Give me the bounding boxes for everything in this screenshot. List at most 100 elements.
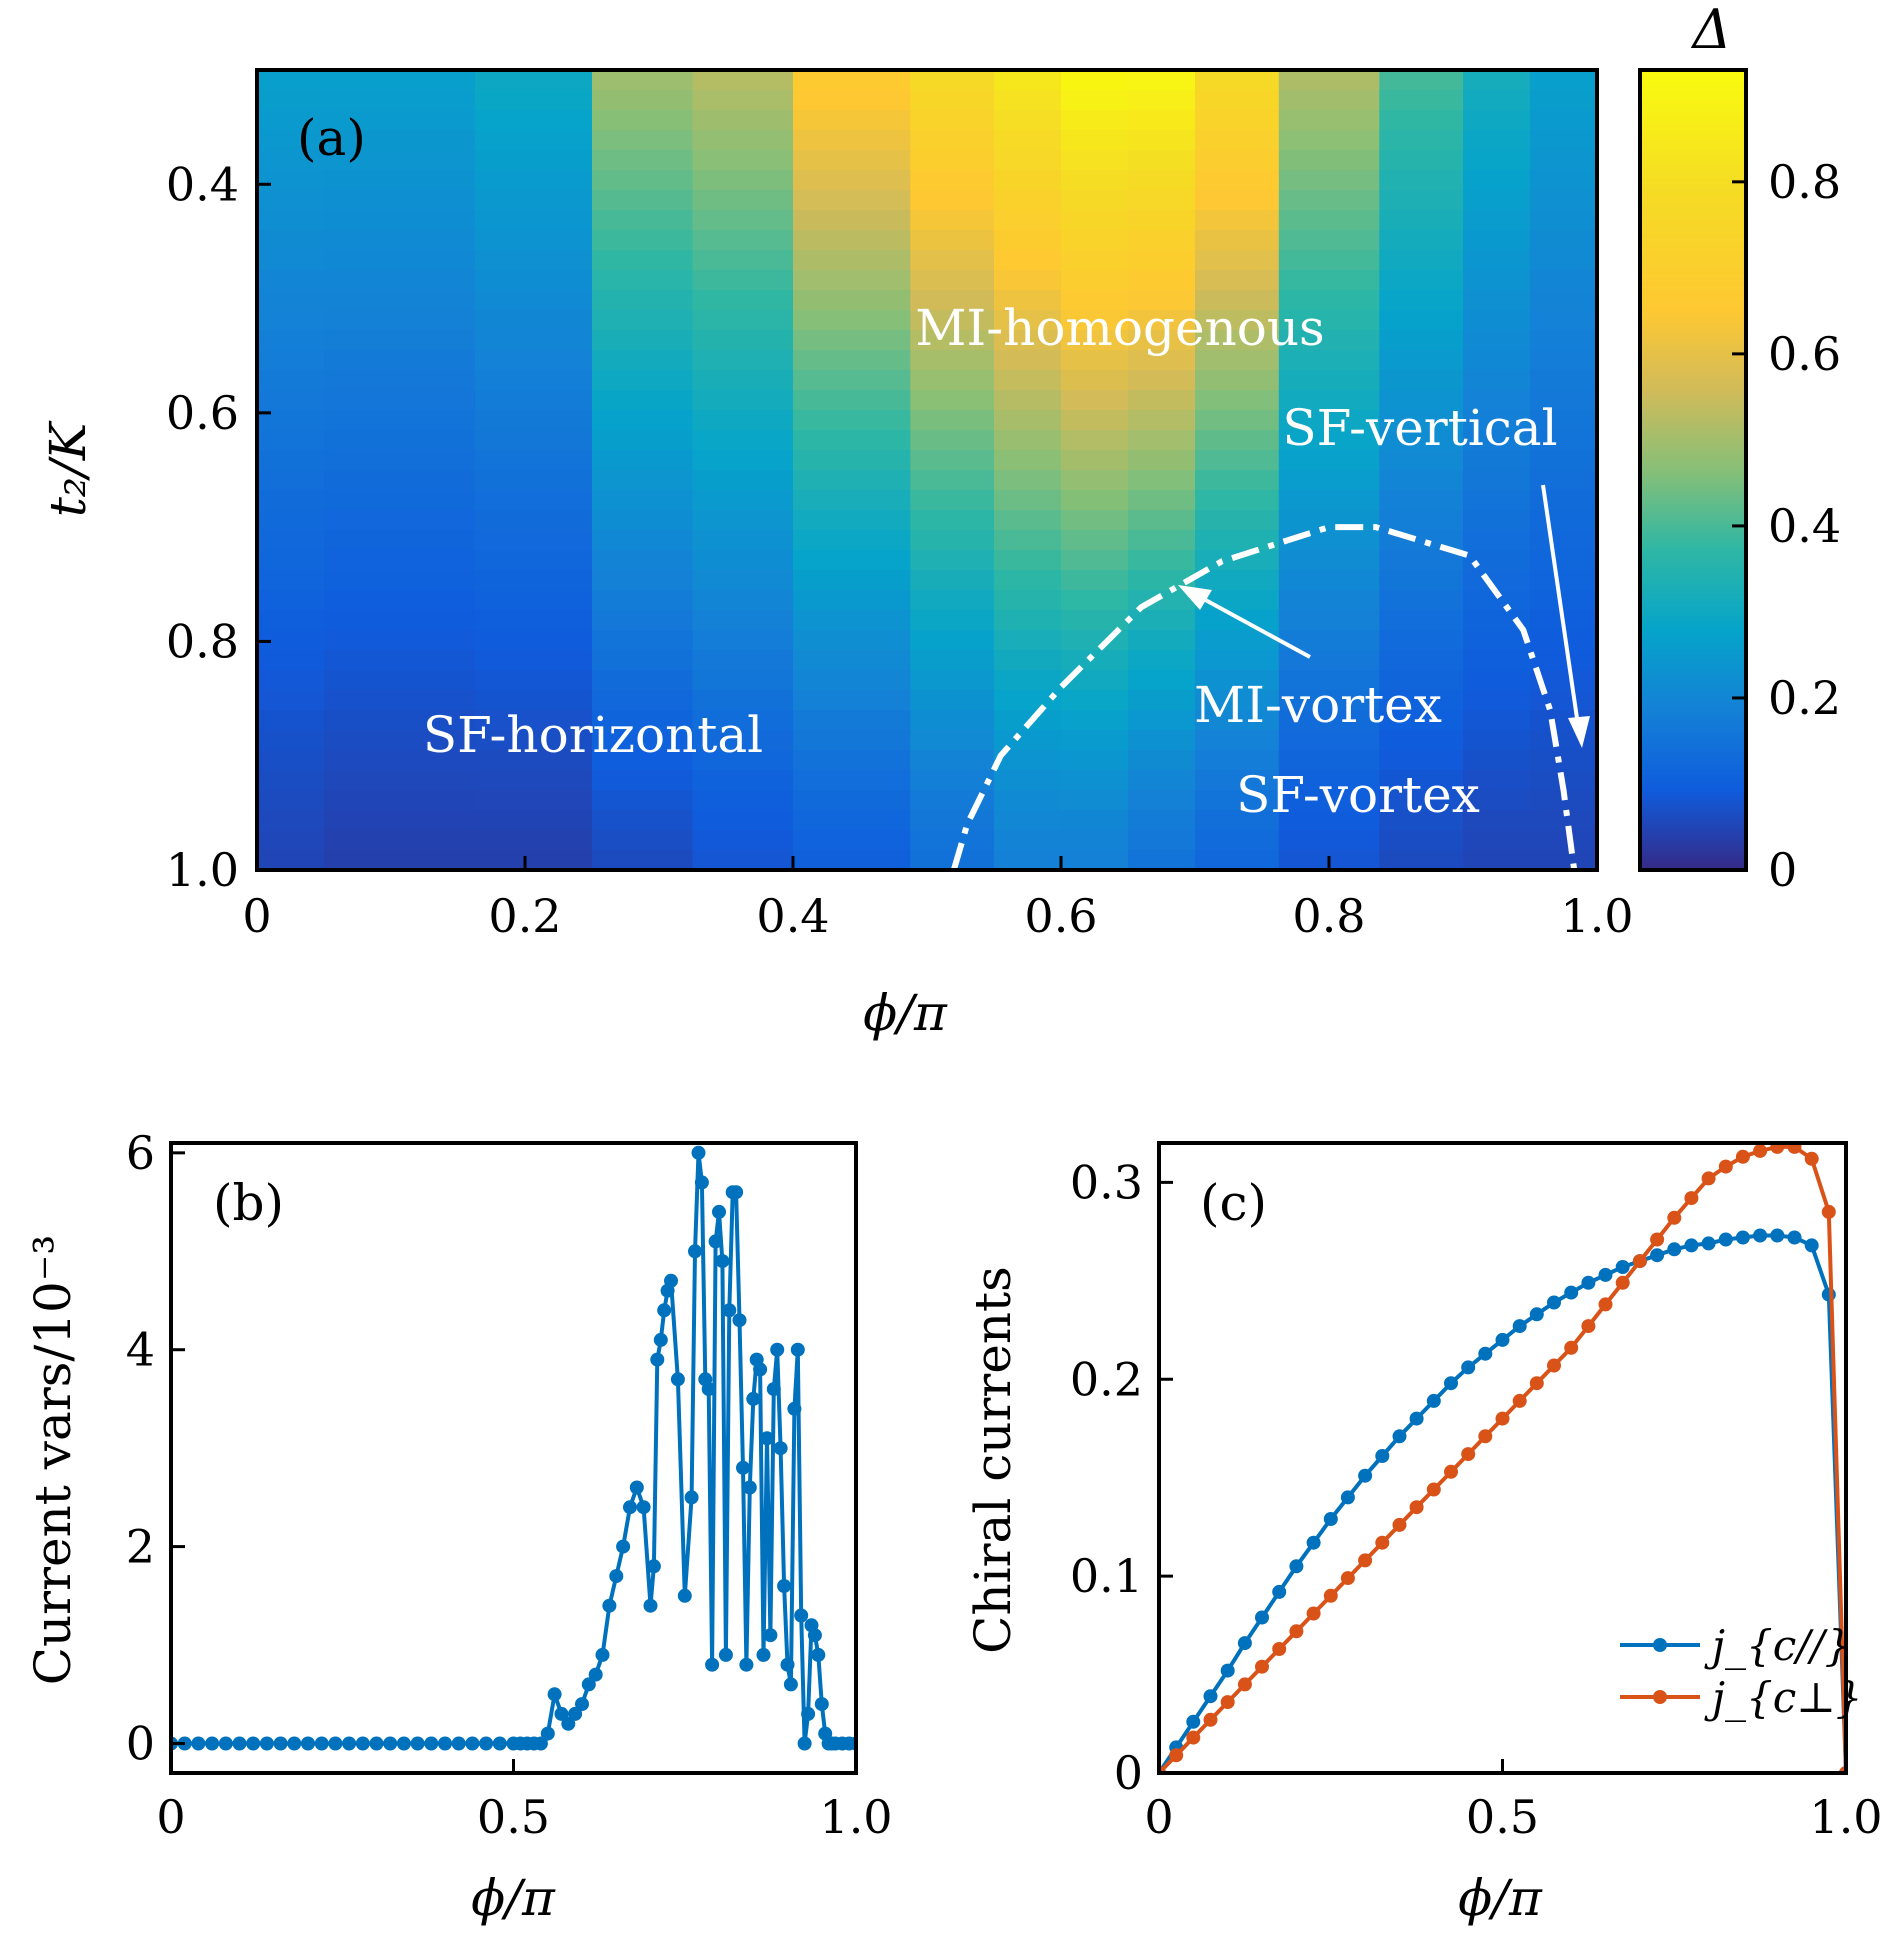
heatmap-cell (391, 630, 476, 651)
heatmap-cell (692, 610, 794, 631)
heatmap-cell (1128, 470, 1196, 491)
heatmap-cell (793, 270, 912, 291)
heatmap-cell (692, 650, 794, 671)
y-tick-label-c: 0 (1114, 1746, 1143, 1800)
heatmap-cell (1195, 70, 1280, 91)
heatmap-cell (994, 370, 1062, 391)
b-data-point (708, 1234, 723, 1249)
b-data-point (650, 1352, 665, 1367)
heatmap-cell (1463, 850, 1531, 870)
heatmap-cell (910, 730, 995, 751)
heatmap-cell (793, 710, 912, 731)
heatmap-cell (1530, 410, 1597, 431)
c-data-point (1684, 1191, 1699, 1206)
b-data-point (787, 1401, 802, 1416)
heatmap-cell (592, 270, 694, 291)
c-data-point (1512, 1393, 1527, 1408)
heatmap-cell (1463, 210, 1531, 231)
heatmap-cell (1530, 90, 1597, 111)
heatmap-cell (793, 450, 912, 471)
heatmap-cell (1278, 310, 1381, 331)
heatmap-cell (1061, 130, 1129, 151)
heatmap-cell (257, 290, 325, 311)
heatmap-cell (391, 410, 476, 431)
heatmap-cell (994, 290, 1062, 311)
heatmap-cell (793, 510, 912, 531)
heatmap-cell (1128, 190, 1196, 211)
heatmap-cell (1061, 90, 1129, 111)
c-data-point (1203, 1712, 1218, 1727)
heatmap-cell (1195, 250, 1280, 271)
b-data-point (547, 1687, 562, 1702)
heatmap-cell (257, 830, 325, 851)
y-tick-label-a: 0.4 (166, 157, 239, 211)
heatmap-cell (1463, 350, 1531, 371)
heatmap-cell (1463, 90, 1531, 111)
heatmap-cell (592, 350, 694, 371)
heatmap-cell (474, 430, 593, 451)
heatmap-cell (1530, 650, 1597, 671)
heatmap-cell (1379, 250, 1464, 271)
heatmap-cell (592, 630, 694, 651)
heatmap-cell (1278, 690, 1381, 711)
heatmap-cell (257, 850, 325, 870)
heatmap-cell (1463, 530, 1531, 551)
heatmap-cell (592, 590, 694, 611)
heatmap-cell (692, 230, 794, 251)
heatmap-cell (1061, 190, 1129, 211)
heatmap-cell (994, 430, 1062, 451)
heatmap-cell (692, 430, 794, 451)
heatmap-cell (793, 810, 912, 831)
heatmap-cell (994, 490, 1062, 511)
x-tick-label-a: 0.4 (756, 889, 829, 943)
heatmap-cell (1278, 190, 1381, 211)
c-data-point (1426, 1393, 1441, 1408)
heatmap-cell (1061, 510, 1129, 531)
heatmap-cell (692, 330, 794, 351)
heatmap-cell (257, 670, 325, 691)
colorbar-tick-label: 0.2 (1768, 671, 1841, 725)
heatmap-cell (994, 690, 1062, 711)
heatmap-cell (1463, 230, 1531, 251)
heatmap-cell (257, 610, 325, 631)
heatmap-cell (793, 290, 912, 311)
heatmap-cell (324, 670, 392, 691)
b-data-point (777, 1579, 792, 1593)
heatmap-cell (910, 350, 995, 371)
c-data-point (1255, 1659, 1269, 1674)
heatmap-cell (1463, 730, 1531, 751)
heatmap-cell (793, 770, 912, 791)
heatmap-cell (1195, 350, 1280, 371)
heatmap-cell (793, 250, 912, 271)
heatmap-cell (474, 610, 593, 631)
heatmap-cell (910, 250, 995, 271)
heatmap-cell (994, 850, 1062, 870)
heatmap-cell (1530, 350, 1597, 371)
heatmap-cell (910, 570, 995, 591)
colorbar-label: Δ (1691, 0, 1732, 61)
heatmap-cell (1278, 470, 1381, 491)
heatmap-cell (1379, 130, 1464, 151)
heatmap-cells (257, 70, 1597, 870)
heatmap-cell (391, 830, 476, 851)
c-data-point (1461, 1447, 1476, 1462)
heatmap-cell (1379, 630, 1464, 651)
heatmap-cell (793, 470, 912, 491)
c-data-point (1306, 1606, 1321, 1621)
heatmap-cell (474, 410, 593, 431)
heatmap-cell (1128, 730, 1196, 751)
x-tick-label-b: 0 (156, 1790, 185, 1844)
heatmap-cell (592, 70, 694, 91)
y-tick-label-a: 1.0 (166, 843, 239, 897)
heatmap-cell (391, 350, 476, 371)
heatmap-cell (1278, 350, 1381, 371)
heatmap-cell (994, 470, 1062, 491)
c-data-point (1444, 1376, 1458, 1391)
heatmap-cell (257, 470, 325, 491)
y-tick-label-c: 0.2 (1070, 1352, 1143, 1406)
heatmap-cell (1128, 90, 1196, 111)
c-data-point (1735, 1149, 1750, 1164)
heatmap-cell (1379, 690, 1464, 711)
b-data-point (783, 1677, 798, 1692)
c-data-point (1272, 1584, 1287, 1599)
